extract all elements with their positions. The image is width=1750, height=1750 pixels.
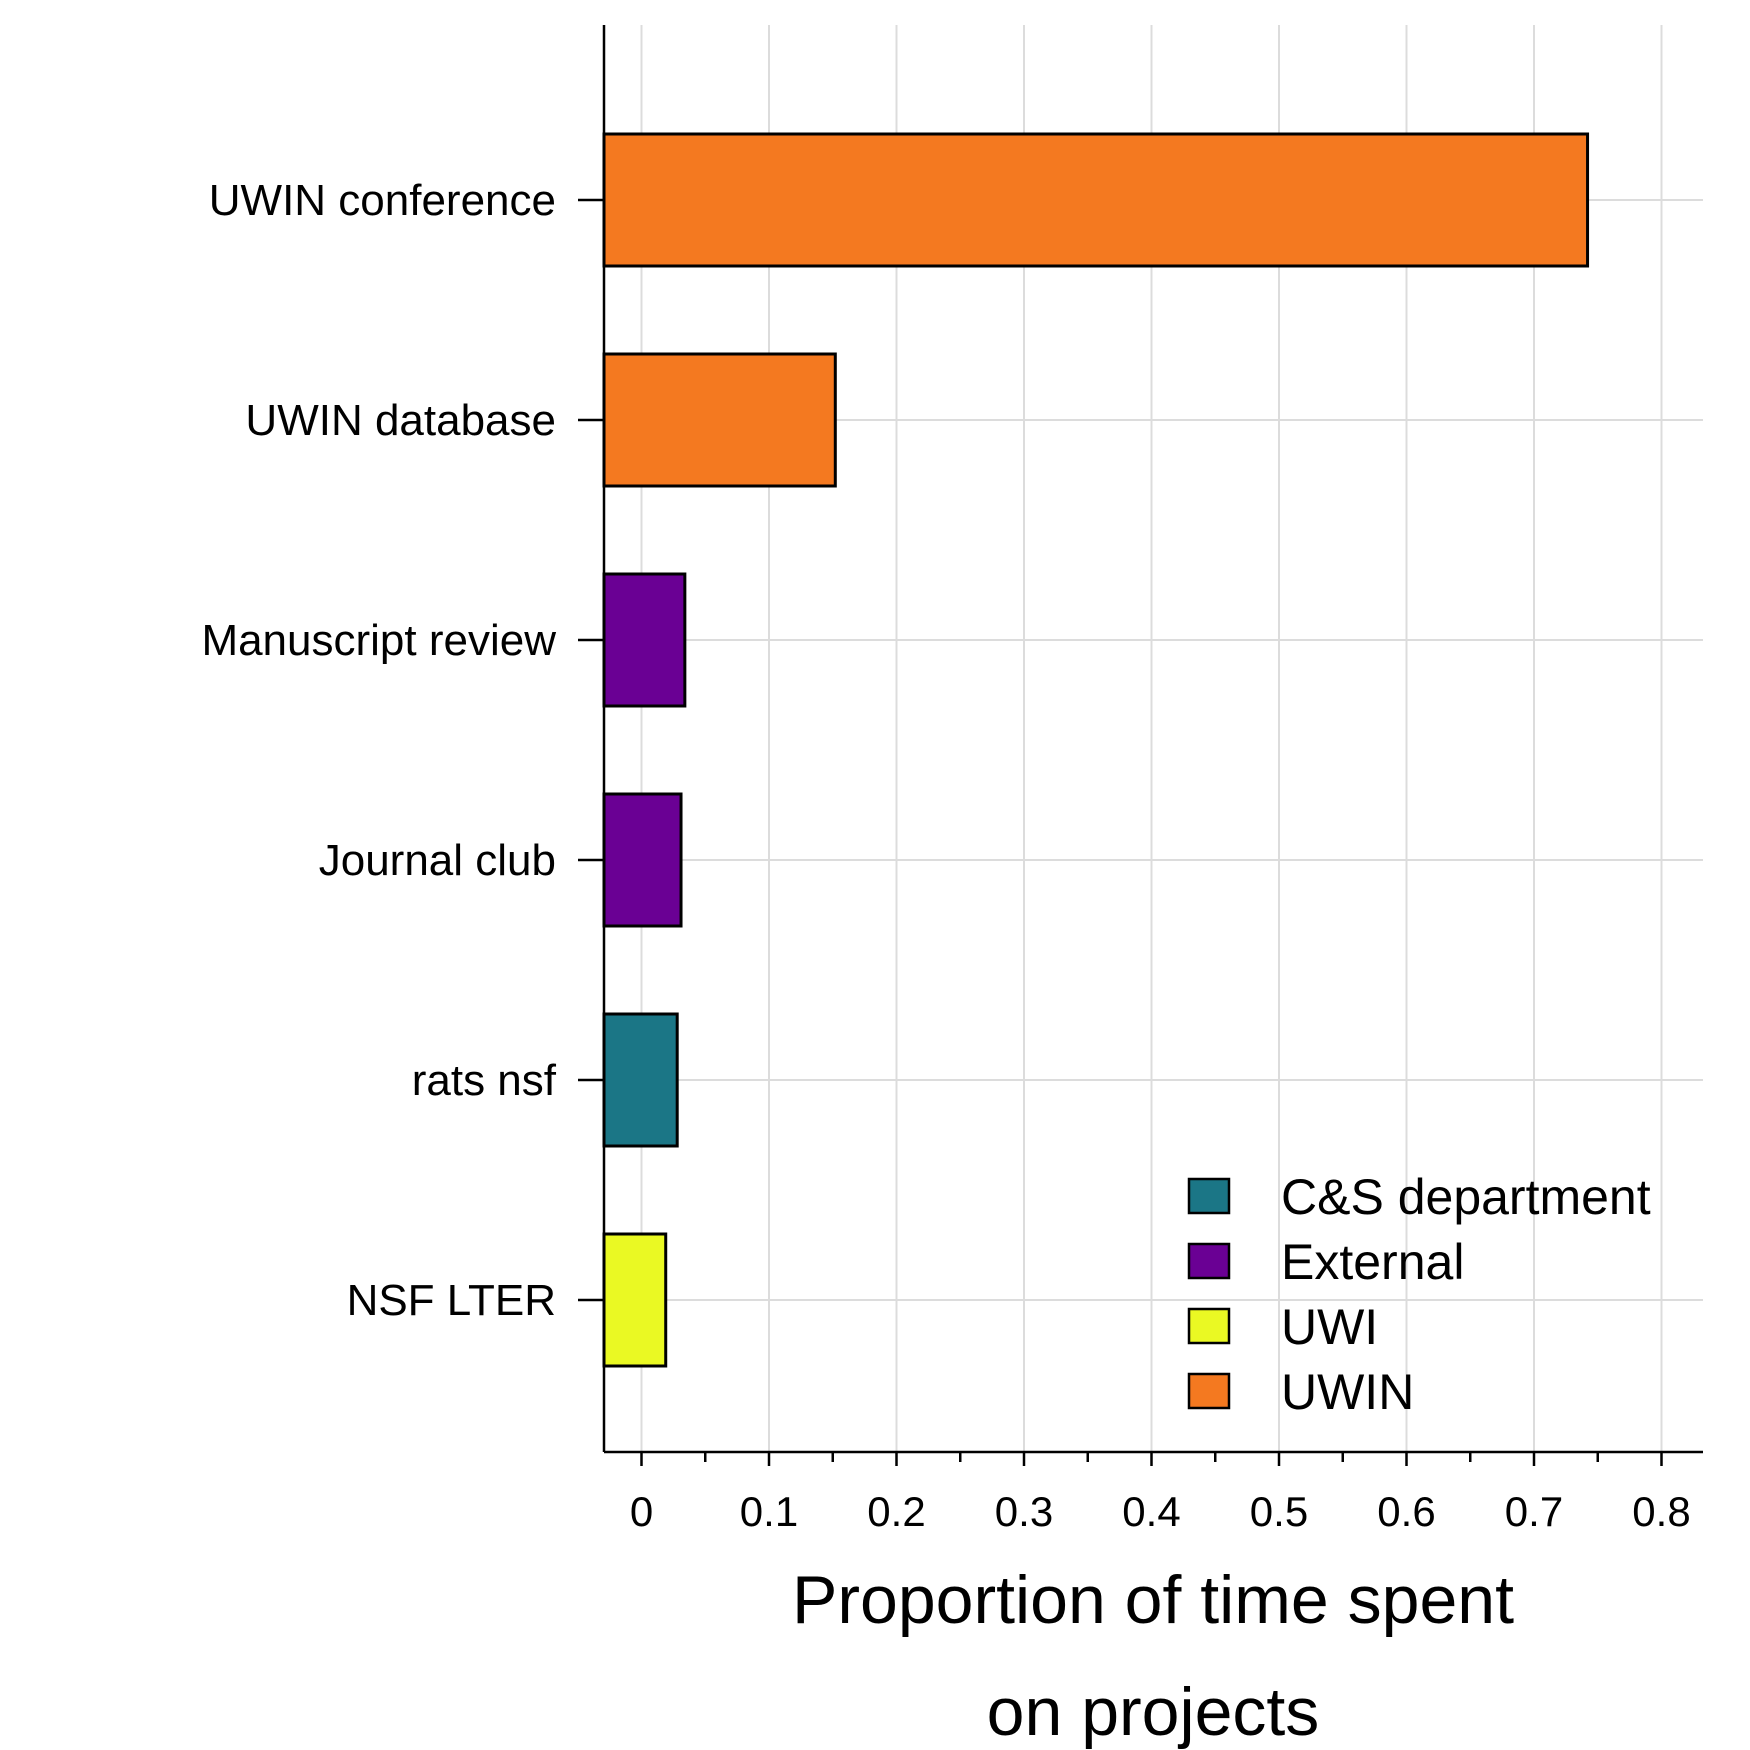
bar-5 bbox=[602, 1232, 668, 1368]
y-tick-label-5: NSF LTER bbox=[347, 1276, 556, 1325]
bar-layer bbox=[602, 132, 1590, 1368]
legend-swatch-0 bbox=[1187, 1177, 1231, 1215]
y-tick-label-2: Manuscript review bbox=[201, 616, 556, 665]
x-tick-label-6: 0.6 bbox=[1377, 1488, 1435, 1535]
x-tick-label-1: 0.1 bbox=[740, 1488, 798, 1535]
bar-0 bbox=[602, 132, 1590, 268]
x-tick-label-2: 0.2 bbox=[867, 1488, 925, 1535]
x-axis-title-line-1: on projects bbox=[987, 1674, 1320, 1750]
legend-label-1: External bbox=[1281, 1234, 1464, 1290]
legend-swatch-3 bbox=[1187, 1372, 1231, 1410]
x-tick-label-7: 0.7 bbox=[1505, 1488, 1563, 1535]
x-tick-label-0: 0 bbox=[630, 1488, 653, 1535]
bar-3 bbox=[602, 792, 683, 928]
bar-1 bbox=[602, 352, 837, 488]
legend-label-0: C&S department bbox=[1281, 1169, 1651, 1225]
legend: C&S department External UWI UWIN bbox=[1187, 1169, 1651, 1420]
y-tick-label-1: UWIN database bbox=[245, 396, 556, 445]
y-tick-label-0: UWIN conference bbox=[209, 176, 556, 225]
axis-layer: UWIN conference UWIN database Manuscript r… bbox=[201, 25, 1703, 1535]
x-tick-label-5: 0.5 bbox=[1250, 1488, 1308, 1535]
x-tick-label-4: 0.4 bbox=[1122, 1488, 1180, 1535]
x-tick-label-8: 0.8 bbox=[1632, 1488, 1690, 1535]
x-axis-title-line-0: Proportion of time spent bbox=[792, 1562, 1514, 1638]
y-tick-label-4: rats nsf bbox=[412, 1056, 557, 1105]
legend-label-2: UWI bbox=[1281, 1299, 1378, 1355]
legend-swatch-1 bbox=[1187, 1242, 1231, 1280]
legend-swatch-2 bbox=[1187, 1307, 1231, 1345]
axis-title-layer: Proportion of time spent on projects bbox=[792, 1562, 1514, 1750]
legend-label-3: UWIN bbox=[1281, 1364, 1414, 1420]
x-tick-label-3: 0.3 bbox=[995, 1488, 1053, 1535]
bar-2 bbox=[602, 572, 687, 708]
bar-4 bbox=[602, 1012, 679, 1148]
y-tick-label-3: Journal club bbox=[319, 836, 556, 885]
